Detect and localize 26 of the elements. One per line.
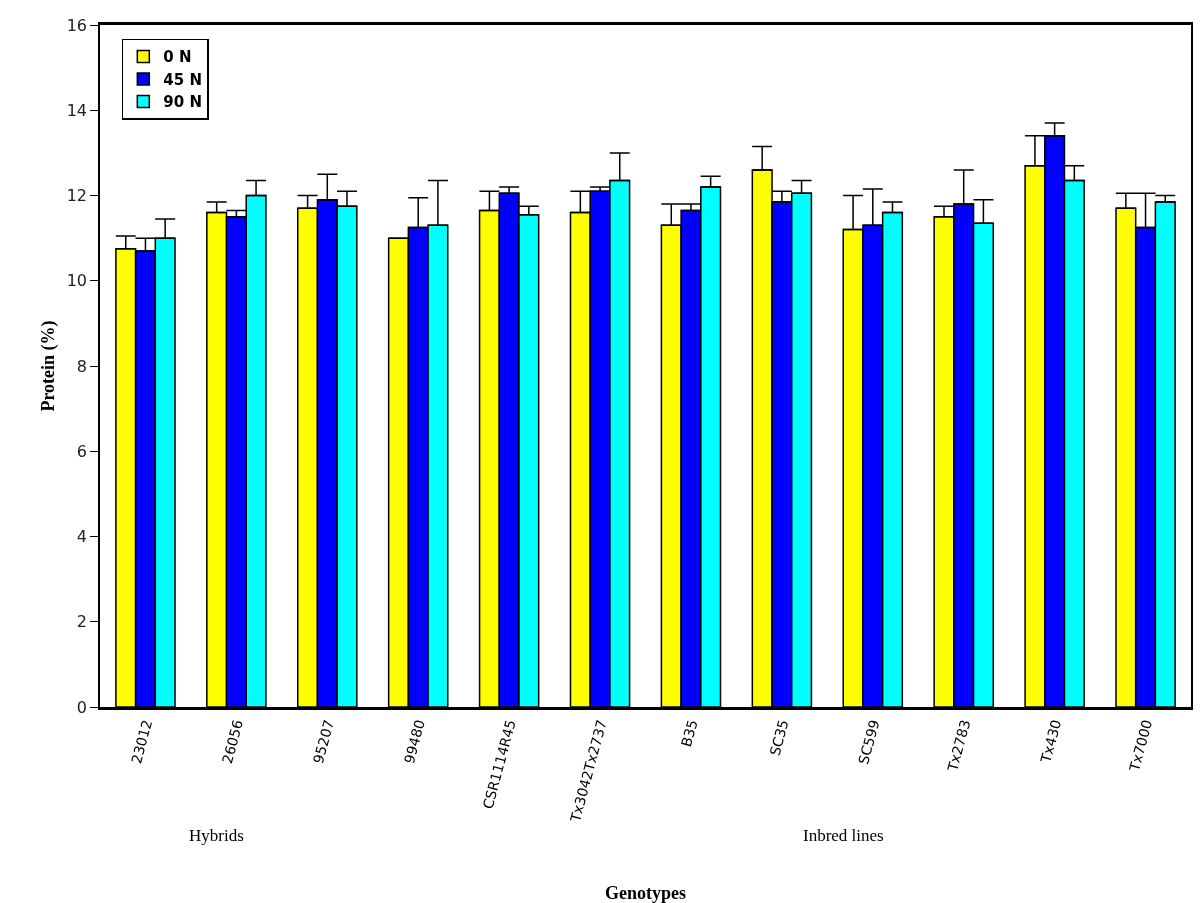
text: Inbred lines [803, 826, 884, 845]
x-tick-label: SC599 [855, 718, 883, 766]
y-tick-label: 4 [76, 527, 88, 547]
x-axis-title: Genotypes [605, 883, 686, 903]
y-tick-label: 8 [76, 356, 88, 376]
y-tick-label: 0 [76, 697, 88, 717]
x-tick-label: 26056 [219, 717, 247, 766]
y-tick-label: 6 [76, 441, 88, 461]
legend-label: 0 N [163, 48, 192, 67]
x-tick-label: SC35 [766, 718, 792, 758]
y-tick-label: 16 [66, 15, 88, 35]
y-tick-label: 14 [66, 100, 88, 120]
x-tick-label: Tx430 [1037, 718, 1065, 766]
legend-label: 45 N [163, 70, 202, 89]
text: Hybrids [189, 826, 244, 845]
y-tick-label: 2 [76, 612, 88, 632]
x-tick-label: B35 [678, 718, 701, 749]
y-axis-title: Protein (%) [37, 320, 59, 412]
x-tick-label: 23012 [128, 718, 156, 766]
y-tick-label: 12 [66, 186, 88, 206]
x-tick-label: Tx2783 [944, 718, 974, 774]
y-tick-label: 10 [66, 271, 88, 291]
x-tick-label: Tx7000 [1125, 718, 1156, 774]
x-tick-label: 95207 [309, 718, 337, 766]
legend-label: 90 N [163, 93, 202, 112]
x-tick-label: 99480 [400, 718, 428, 766]
